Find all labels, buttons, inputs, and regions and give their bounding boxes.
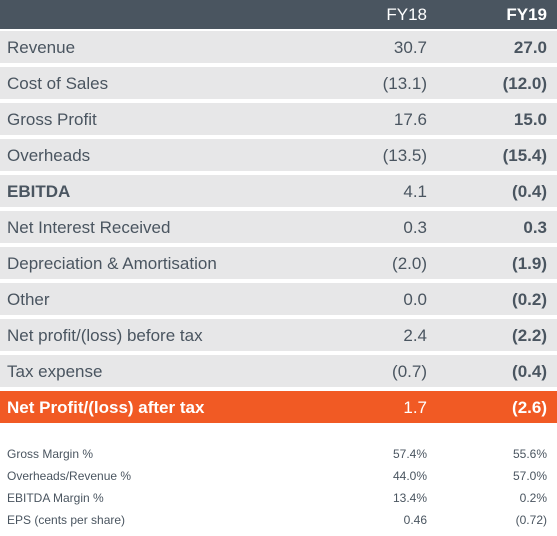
row-value-fy18: 4.1 [403, 182, 427, 201]
metric-label: EBITDA Margin % [7, 491, 104, 505]
metric-label: Gross Margin % [7, 447, 94, 461]
row-label: Depreciation & Amortisation [7, 254, 217, 273]
row-value-fy19: (0.4) [512, 362, 547, 381]
row-value-fy19: (2.2) [512, 326, 547, 345]
table-row-ebitda: EBITDA 4.1 (0.4) [0, 175, 557, 209]
table-row-depreciation: Depreciation & Amortisation (2.0) (1.9) [0, 247, 557, 281]
row-label: Net Profit/(loss) after tax [7, 398, 205, 417]
row-label: Overheads [7, 146, 91, 165]
metric-row-eps: EPS (cents per share) 0.46 (0.72) [0, 509, 557, 531]
row-value-fy18: 2.4 [403, 326, 427, 345]
table-row-tax-expense: Tax expense (0.7) (0.4) [0, 355, 557, 389]
metric-value-fy19: (0.72) [515, 513, 547, 527]
metric-row-gross-margin: Gross Margin % 57.4% 55.6% [0, 443, 557, 465]
row-value-fy19: (0.2) [512, 290, 547, 309]
metric-value-fy19: 0.2% [519, 491, 547, 505]
row-value-fy18: (0.7) [392, 362, 427, 381]
row-value-fy19: (1.9) [512, 254, 547, 273]
row-value-fy18: 1.7 [403, 398, 427, 417]
row-label: Cost of Sales [7, 74, 109, 93]
row-label: Gross Profit [7, 110, 97, 129]
row-value-fy19: 15.0 [513, 110, 547, 129]
row-label: EBITDA [7, 182, 71, 201]
row-label: Tax expense [7, 362, 103, 381]
row-value-fy18: (13.1) [382, 74, 427, 93]
metrics-list: Gross Margin % 57.4% 55.6% Overheads/Rev… [0, 443, 557, 531]
row-value-fy18: (13.5) [382, 146, 427, 165]
metric-label: Overheads/Revenue % [7, 469, 132, 483]
table-row-cost-of-sales: Cost of Sales (13.1) (12.0) [0, 67, 557, 101]
metric-value-fy19: 57.0% [512, 469, 547, 483]
metric-row-ebitda-margin: EBITDA Margin % 13.4% 0.2% [0, 487, 557, 509]
metric-value-fy19: 55.6% [512, 447, 547, 461]
row-value-fy18: 0.3 [403, 218, 427, 237]
column-header-fy18: FY18 [386, 5, 427, 24]
metric-value-fy18: 13.4% [392, 491, 427, 505]
table-row-revenue: Revenue 30.7 27.0 [0, 31, 557, 65]
row-value-fy19: (0.4) [512, 182, 547, 201]
row-value-fy19: 0.3 [523, 218, 547, 237]
column-header-fy19: FY19 [506, 5, 547, 24]
row-value-fy19: (15.4) [502, 146, 547, 165]
table-row-profit-before-tax: Net profit/(loss) before tax 2.4 (2.2) [0, 319, 557, 353]
row-value-fy19: (12.0) [502, 74, 547, 93]
row-value-fy19: (2.6) [512, 398, 547, 417]
row-label: Net Interest Received [7, 218, 171, 237]
metric-value-fy18: 57.4% [392, 447, 427, 461]
metric-value-fy18: 44.0% [392, 469, 427, 483]
metric-value-fy18: 0.46 [403, 513, 427, 527]
row-value-fy18: (2.0) [392, 254, 427, 273]
table-row-other: Other 0.0 (0.2) [0, 283, 557, 317]
row-label: Other [7, 290, 50, 309]
table-row-net-interest: Net Interest Received 0.3 0.3 [0, 211, 557, 245]
table-header: FY18 FY19 [0, 0, 557, 29]
metric-row-overheads-revenue: Overheads/Revenue % 44.0% 57.0% [0, 465, 557, 487]
table-row-gross-profit: Gross Profit 17.6 15.0 [0, 103, 557, 137]
row-value-fy18: 0.0 [403, 290, 427, 309]
table-row-profit-after-tax: Net Profit/(loss) after tax 1.7 (2.6) [0, 391, 557, 425]
row-label: Revenue [7, 38, 76, 57]
row-label: Net profit/(loss) before tax [7, 326, 203, 345]
row-value-fy18: 30.7 [393, 38, 427, 57]
table-row-overheads: Overheads (13.5) (15.4) [0, 139, 557, 173]
row-value-fy18: 17.6 [393, 110, 427, 129]
row-value-fy19: 27.0 [513, 38, 547, 57]
metric-label: EPS (cents per share) [7, 513, 126, 527]
